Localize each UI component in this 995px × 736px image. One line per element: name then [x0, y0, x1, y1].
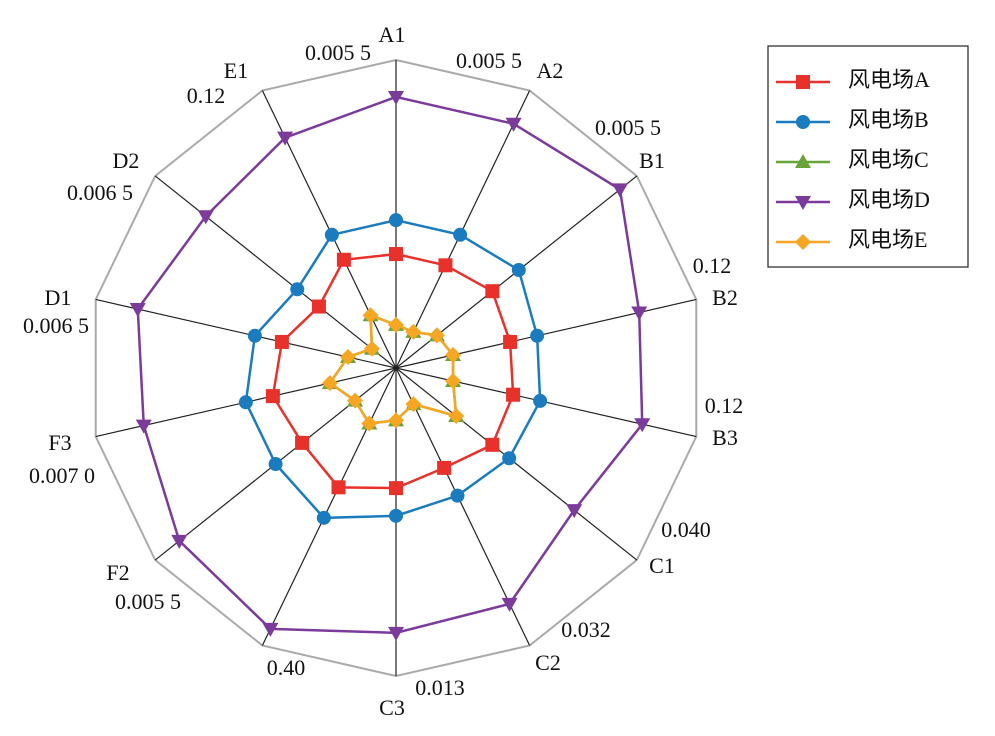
- marker: [445, 373, 462, 390]
- marker: [274, 334, 289, 349]
- axis-max-label: 0.013: [415, 675, 465, 700]
- axis-max-label: 0.005 5: [595, 115, 661, 140]
- marker: [388, 90, 404, 105]
- marker: [530, 328, 545, 343]
- marker: [389, 247, 403, 262]
- axis-name: A1: [379, 22, 406, 47]
- marker: [135, 419, 152, 434]
- legend-label: 风电场B: [848, 107, 929, 132]
- marker: [501, 597, 518, 612]
- marker: [197, 210, 214, 225]
- marker: [502, 451, 517, 466]
- marker: [388, 626, 404, 641]
- axis-name: D1: [45, 285, 72, 310]
- marker: [277, 131, 294, 146]
- axis-max-label: 0.12: [705, 393, 744, 418]
- axis-name: B3: [712, 425, 738, 450]
- marker: [389, 481, 403, 496]
- marker: [795, 196, 811, 210]
- axis-name: D2: [113, 148, 140, 173]
- marker: [631, 306, 648, 321]
- marker: [361, 415, 378, 432]
- axis-name: B2: [712, 285, 738, 310]
- marker: [485, 284, 500, 299]
- axis-name: F2: [106, 560, 129, 585]
- spoke: [395, 298, 697, 369]
- axis-max-label: 0.005 5: [305, 40, 371, 65]
- legend-label: 风电场A: [848, 67, 930, 92]
- marker: [405, 323, 422, 340]
- marker: [405, 396, 422, 413]
- axis-name: C1: [649, 553, 675, 578]
- marker: [262, 622, 279, 637]
- axis-max-label: 0.032: [561, 617, 611, 642]
- marker: [511, 263, 526, 278]
- marker: [321, 375, 338, 392]
- marker: [347, 392, 364, 409]
- marker: [795, 154, 811, 168]
- legend-label: 风电场D: [848, 187, 930, 212]
- legend-label: 风电场E: [848, 227, 927, 252]
- axis-max-label: 0.005 5: [456, 48, 522, 73]
- marker: [265, 389, 280, 404]
- axis-max-label: 0.006 5: [67, 180, 133, 205]
- marker: [171, 534, 188, 549]
- series-line: [136, 95, 644, 635]
- marker: [247, 328, 262, 343]
- marker: [363, 340, 380, 357]
- marker: [295, 435, 310, 450]
- marker: [311, 299, 326, 314]
- axis-name: E1: [224, 58, 248, 83]
- marker: [796, 115, 810, 129]
- marker: [438, 258, 453, 273]
- marker: [316, 510, 331, 525]
- marker: [450, 488, 465, 503]
- marker: [129, 303, 146, 318]
- marker: [331, 480, 346, 495]
- marker: [362, 307, 379, 324]
- marker: [437, 460, 452, 475]
- axis-max-label: 0.40: [267, 655, 306, 680]
- marker: [445, 346, 462, 363]
- marker: [238, 395, 253, 410]
- marker: [533, 393, 548, 408]
- axis-name: C3: [379, 695, 405, 720]
- marker: [485, 437, 500, 452]
- axis-name: C2: [535, 650, 561, 675]
- axis-name: A2: [537, 58, 564, 83]
- marker: [290, 282, 305, 297]
- spoke: [261, 367, 397, 646]
- axis-name: B1: [639, 148, 665, 173]
- marker: [453, 227, 468, 242]
- marker: [389, 213, 403, 228]
- marker: [336, 252, 351, 267]
- marker: [505, 117, 522, 132]
- axis-max-label: 0.007 0: [29, 463, 95, 488]
- axis-max-label: 0.12: [693, 253, 732, 278]
- marker: [795, 234, 811, 250]
- marker: [611, 183, 628, 198]
- axis-max-label: 0.12: [187, 83, 226, 108]
- marker: [339, 349, 356, 366]
- marker: [324, 227, 339, 242]
- marker: [388, 412, 404, 429]
- axis-max-label: 0.040: [661, 517, 711, 542]
- marker: [448, 408, 465, 425]
- legend-label: 风电场C: [848, 147, 929, 172]
- axis-max-label: 0.005 5: [115, 589, 181, 614]
- marker: [634, 418, 651, 433]
- marker: [506, 387, 521, 402]
- axis-max-label: 0.006 5: [23, 313, 89, 338]
- marker: [796, 75, 810, 89]
- spoke: [154, 175, 397, 369]
- axis-name: F3: [48, 430, 71, 455]
- spoke: [395, 367, 638, 561]
- marker: [389, 508, 403, 523]
- marker: [503, 334, 518, 349]
- marker: [388, 316, 404, 333]
- marker: [268, 457, 283, 472]
- marker: [566, 504, 583, 519]
- marker: [428, 327, 445, 344]
